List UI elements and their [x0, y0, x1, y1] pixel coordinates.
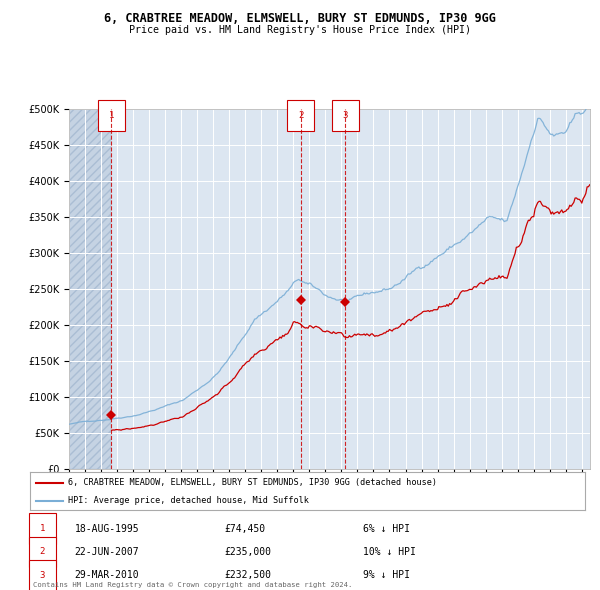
Text: £74,450: £74,450 [224, 523, 265, 533]
Text: 3: 3 [40, 571, 45, 580]
Text: Price paid vs. HM Land Registry's House Price Index (HPI): Price paid vs. HM Land Registry's House … [129, 25, 471, 35]
Text: 1: 1 [109, 111, 114, 120]
Text: 2: 2 [40, 548, 45, 556]
Bar [69, 109, 111, 469]
Text: Contains HM Land Registry data © Crown copyright and database right 2024.: Contains HM Land Registry data © Crown c… [33, 582, 352, 588]
Text: 9% ↓ HPI: 9% ↓ HPI [363, 571, 410, 581]
Text: HPI: Average price, detached house, Mid Suffolk: HPI: Average price, detached house, Mid … [68, 496, 308, 505]
Text: 29-MAR-2010: 29-MAR-2010 [74, 571, 139, 581]
Text: 2: 2 [298, 111, 304, 120]
Text: £235,000: £235,000 [224, 547, 271, 557]
Text: 1: 1 [40, 524, 45, 533]
Text: 6% ↓ HPI: 6% ↓ HPI [363, 523, 410, 533]
Text: 6, CRABTREE MEADOW, ELMSWELL, BURY ST EDMUNDS, IP30 9GG (detached house): 6, CRABTREE MEADOW, ELMSWELL, BURY ST ED… [68, 478, 437, 487]
Text: 18-AUG-1995: 18-AUG-1995 [74, 523, 139, 533]
Text: 22-JUN-2007: 22-JUN-2007 [74, 547, 139, 557]
Text: 10% ↓ HPI: 10% ↓ HPI [363, 547, 416, 557]
Text: £232,500: £232,500 [224, 571, 271, 581]
Text: 3: 3 [343, 111, 348, 120]
Text: 6, CRABTREE MEADOW, ELMSWELL, BURY ST EDMUNDS, IP30 9GG: 6, CRABTREE MEADOW, ELMSWELL, BURY ST ED… [104, 12, 496, 25]
